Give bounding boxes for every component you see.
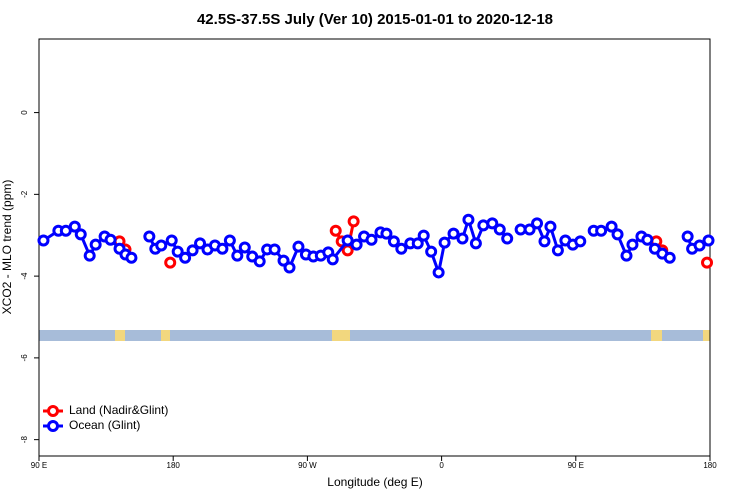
data-point [681, 230, 694, 243]
y-tick-label: -4 [20, 272, 29, 280]
data-point [350, 238, 363, 251]
legend-label: Land (Nadir&Glint) [69, 403, 168, 417]
band-ocean [39, 330, 710, 341]
data-point [538, 235, 551, 248]
data-point [37, 234, 50, 247]
data-point [523, 223, 536, 236]
data-point [59, 224, 72, 237]
band-land [703, 330, 710, 341]
data-point [186, 244, 199, 257]
band-land [332, 330, 350, 341]
data-point [155, 239, 168, 252]
data-point [194, 237, 207, 250]
y-axis-label: XCO2 - MLO trend (ppm) [0, 180, 14, 315]
data-point [223, 234, 236, 247]
data-point [544, 220, 557, 233]
data-point [611, 228, 624, 241]
y-tick-label: 0 [20, 110, 29, 115]
data-point [171, 245, 184, 258]
data-point [143, 230, 156, 243]
data-point [380, 227, 393, 240]
data-point [626, 238, 639, 251]
data-point [253, 255, 266, 268]
x-tick-label: 90 W [298, 461, 317, 470]
data-point [341, 234, 354, 247]
data-point [595, 224, 608, 237]
legend-label: Ocean (Glint) [69, 418, 140, 432]
data-point [365, 233, 378, 246]
data-point [125, 251, 138, 264]
x-tick-label: 180 [703, 461, 717, 470]
data-point [574, 235, 587, 248]
data-point [462, 213, 475, 226]
data-point [702, 234, 715, 247]
data-point [395, 242, 408, 255]
data-point [83, 249, 96, 262]
data-point [268, 243, 281, 256]
data-point [104, 233, 117, 246]
data-point [663, 251, 676, 264]
chart-title: 42.5S-37.5S July (Ver 10) 2015-01-01 to … [197, 11, 553, 28]
data-point [216, 242, 229, 255]
data-point [501, 232, 514, 245]
x-tick-label: 180 [167, 461, 181, 470]
data-point [292, 240, 305, 253]
data-point [165, 234, 178, 247]
band-land [651, 330, 662, 341]
x-tick-label: 90 E [568, 461, 584, 470]
data-point [551, 244, 564, 257]
data-point [238, 241, 251, 254]
data-point [425, 245, 438, 258]
data-point [89, 238, 102, 251]
data-point [486, 217, 499, 230]
data-point [493, 223, 506, 236]
data-point [387, 235, 400, 248]
data-point [438, 236, 451, 249]
data-point [411, 237, 424, 250]
x-axis-label: Longitude (deg E) [327, 475, 422, 489]
data-point [531, 217, 544, 230]
data-point [68, 220, 81, 233]
legend-marker [47, 420, 59, 432]
data-point [432, 266, 445, 279]
data-point [231, 249, 244, 262]
data-point [283, 261, 296, 274]
data-point [469, 237, 482, 250]
y-tick-label: -8 [20, 436, 29, 444]
data-point [179, 251, 192, 264]
data-point [620, 249, 633, 262]
x-tick-label: 90 E [31, 461, 47, 470]
band-land [115, 330, 125, 341]
data-point [693, 239, 706, 252]
data-point [605, 220, 618, 233]
band-land [161, 330, 170, 341]
data-point [347, 215, 360, 228]
data-point [341, 244, 354, 257]
data-point [417, 229, 430, 242]
data-point [447, 227, 460, 240]
data-point [326, 253, 339, 266]
data-point [74, 228, 87, 241]
plot-frame [38, 38, 711, 457]
data-point [164, 256, 177, 269]
data-point [456, 232, 469, 245]
y-tick-label: -2 [20, 190, 29, 198]
x-tick-label: 0 [439, 461, 444, 470]
land-mask-band [39, 330, 710, 341]
legend-marker [47, 405, 59, 417]
data-point [641, 233, 654, 246]
y-tick-label: -6 [20, 354, 29, 362]
data-point [329, 224, 342, 237]
data-point [701, 256, 714, 269]
